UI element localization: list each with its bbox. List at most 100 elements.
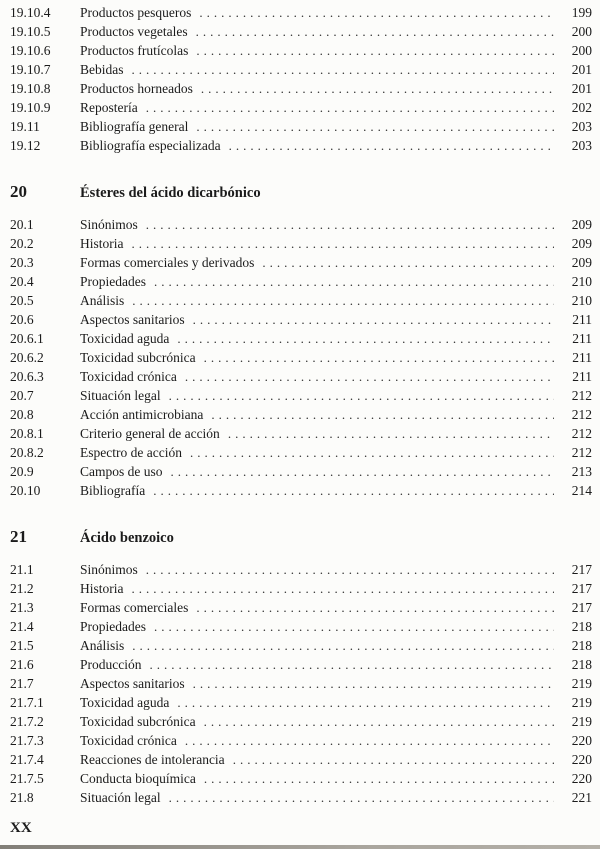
toc-entry-title: Conducta bioquímica: [80, 771, 196, 786]
toc-entry-number: 19.11: [10, 119, 40, 134]
toc-entry-title: Reacciones de intolerancia: [80, 752, 225, 767]
toc-entry-title: Formas comerciales y derivados: [80, 255, 255, 270]
toc-entry-number: 21.5: [10, 638, 34, 653]
toc-list: 19.10.4 Productos pesqueros 199 19.10.5 …: [10, 5, 592, 809]
toc-entry-title: Espectro de acción: [80, 445, 182, 460]
toc-entry-page: 209: [571, 217, 592, 232]
toc-entry: 20.1 Sinónimos 209: [10, 217, 592, 236]
toc-entry: 19.10.6 Productos frutícolas 200: [10, 43, 592, 62]
toc-entry-page: 211: [572, 312, 592, 327]
toc-entry-page: 211: [572, 331, 592, 346]
toc-entry: 21.3 Formas comerciales 217: [10, 600, 592, 619]
toc-entry-title: Historia: [80, 581, 124, 596]
toc-chapter-title: Ácido benzoico: [80, 530, 174, 546]
dot-leader: [193, 312, 554, 328]
toc-entry-number: 21.4: [10, 619, 34, 634]
toc-entry-number: 21.3: [10, 600, 34, 615]
toc-entry-number: 20.8: [10, 407, 34, 422]
toc-entry: 19.10.5 Productos vegetales 200: [10, 24, 592, 43]
dot-leader: [154, 619, 554, 635]
toc-entry: 19.10.4 Productos pesqueros 199: [10, 5, 592, 24]
toc-entry-page: 199: [571, 5, 592, 20]
dot-leader: [150, 657, 555, 673]
toc-entry: 19.10.9 Repostería 202: [10, 100, 592, 119]
dot-leader: [146, 100, 554, 116]
toc-entry: 20.6.1 Toxicidad aguda 211: [10, 331, 592, 350]
toc-entry-number: 21.6: [10, 657, 34, 672]
toc-entry: 21.8 Situación legal 221: [10, 790, 592, 809]
toc-chapter-number: 21: [10, 527, 27, 546]
dot-leader: [185, 733, 554, 749]
toc-entry: 21.7.1 Toxicidad aguda 219: [10, 695, 592, 714]
dot-leader: [228, 426, 554, 442]
toc-entry-title: Propiedades: [80, 274, 146, 289]
toc-entry: 20.3 Formas comerciales y derivados 209: [10, 255, 592, 274]
toc-entry-number: 21.8: [10, 790, 34, 805]
toc-entry-number: 19.10.4: [10, 5, 51, 20]
toc-entry: 19.12 Bibliografía especializada 203: [10, 138, 592, 157]
toc-entry-title: Productos horneados: [80, 81, 193, 96]
toc-entry-number: 19.10.6: [10, 43, 51, 58]
toc-entry-number: 21.7.5: [10, 771, 44, 786]
toc-entry-page: 221: [571, 790, 592, 805]
toc-entry-page: 212: [571, 388, 592, 403]
toc-entry-page: 219: [571, 695, 592, 710]
toc-entry-page: 220: [571, 752, 592, 767]
toc-entry: 20.7 Situación legal 212: [10, 388, 592, 407]
toc-entry-number: 20.7: [10, 388, 34, 403]
toc-entry-number: 21.1: [10, 562, 34, 577]
toc-entry: 21.7 Aspectos sanitarios 219: [10, 676, 592, 695]
dot-leader: [196, 600, 554, 616]
toc-entry-page: 200: [571, 24, 592, 39]
toc-entry: 21.6 Producción 218: [10, 657, 592, 676]
toc-entry-page: 203: [571, 138, 592, 153]
toc-entry-page: 220: [571, 771, 592, 786]
toc-entry-page: 218: [571, 638, 592, 653]
toc-entry-title: Productos pesqueros: [80, 5, 192, 20]
toc-entry-page: 209: [571, 236, 592, 251]
toc-entry-title: Historia: [80, 236, 124, 251]
toc-entry-title: Bibliografía: [80, 483, 146, 498]
toc-entry-title: Productos frutícolas: [80, 43, 189, 58]
dot-leader: [229, 138, 554, 154]
toc-entry-number: 21.7.1: [10, 695, 44, 710]
toc-entry-page: 212: [571, 426, 592, 441]
toc-entry-number: 20.6.2: [10, 350, 44, 365]
toc-entry-title: Sinónimos: [80, 217, 138, 232]
dot-leader: [153, 483, 554, 499]
toc-entry-page: 219: [571, 676, 592, 691]
dot-leader: [171, 464, 555, 480]
dot-leader: [193, 676, 554, 692]
dot-leader: [132, 293, 554, 309]
toc-entry-number: 19.10.7: [10, 62, 51, 77]
toc-entry-title: Aspectos sanitarios: [80, 312, 185, 327]
toc-entry-title: Producción: [80, 657, 142, 672]
toc-entry-title: Toxicidad crónica: [80, 733, 177, 748]
toc-chapter-number: 20: [10, 182, 27, 201]
toc-chapter-heading: 21 Ácido benzoico: [10, 527, 592, 549]
toc-page: 19.10.4 Productos pesqueros 199 19.10.5 …: [0, 0, 600, 809]
toc-entry-page: 210: [571, 274, 592, 289]
toc-entry-page: 200: [571, 43, 592, 58]
dot-leader: [204, 714, 554, 730]
toc-entry-page: 218: [571, 619, 592, 634]
dot-leader: [262, 255, 554, 271]
dot-leader: [233, 752, 554, 768]
toc-entry: 20.2 Historia 209: [10, 236, 592, 255]
toc-entry-page: 201: [571, 62, 592, 77]
toc-entry-number: 20.6.1: [10, 331, 44, 346]
toc-entry-page: 202: [571, 100, 592, 115]
toc-entry-page: 210: [571, 293, 592, 308]
toc-entry-number: 19.10.8: [10, 81, 51, 96]
toc-entry: 20.9 Campos de uso 213: [10, 464, 592, 483]
toc-entry-title: Aspectos sanitarios: [80, 676, 185, 691]
toc-entry-page: 211: [572, 369, 592, 384]
toc-entry: 19.10.7 Bebidas 201: [10, 62, 592, 81]
toc-entry: 20.6 Aspectos sanitarios 211: [10, 312, 592, 331]
toc-entry-page: 217: [571, 562, 592, 577]
dot-leader: [132, 236, 555, 252]
toc-entry: 19.11 Bibliografía general 203: [10, 119, 592, 138]
dot-leader: [201, 81, 554, 97]
toc-entry-title: Campos de uso: [80, 464, 163, 479]
toc-entry: 20.6.2 Toxicidad subcrónica 211: [10, 350, 592, 369]
